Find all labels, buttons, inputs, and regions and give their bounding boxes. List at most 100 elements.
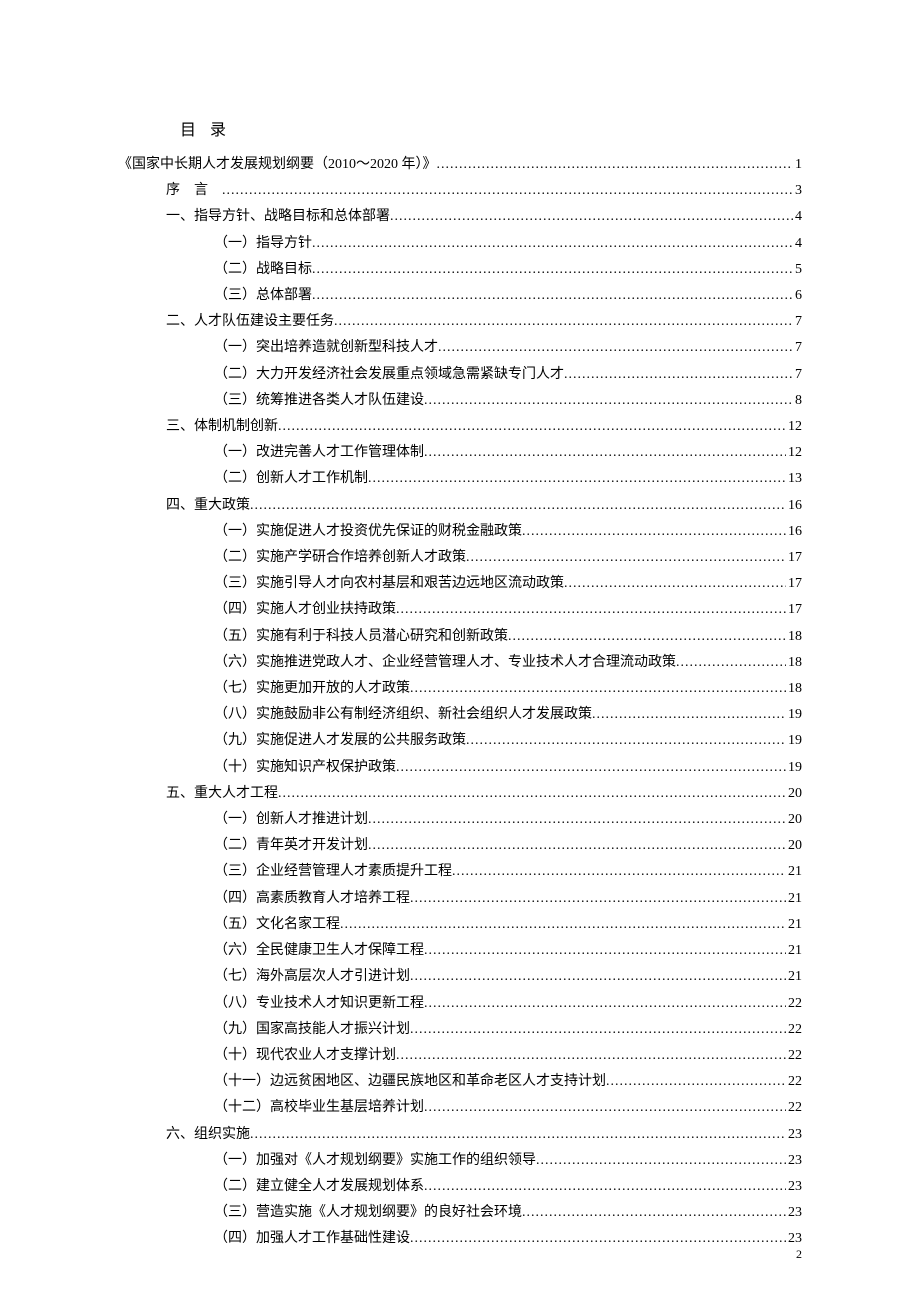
toc-entry: （二）创新人才工作机制13 [118,466,802,492]
toc-leader [222,178,793,204]
toc-leader [536,1148,786,1174]
toc-leader [368,466,786,492]
toc-entry-page: 4 [793,204,802,230]
toc-entry-text: 序言 [166,178,222,204]
toc-entry-page: 23 [786,1200,802,1226]
toc-leader [390,204,793,230]
toc-entry: （七）实施更加开放的人才政策18 [118,676,802,702]
toc-entry: （十）现代农业人才支撑计划 22 [118,1043,802,1069]
toc-leader [340,912,786,938]
toc-entry: （三）统筹推进各类人才队伍建设8 [118,388,802,414]
toc-entry-text: （二）青年英才开发计划 [214,833,368,859]
toc-leader [312,283,793,309]
toc-leader [592,702,786,728]
toc-entry-text: （三）营造实施《人才规划纲要》的良好社会环境 [214,1200,522,1226]
toc-entry: （七）海外高层次人才引进计划21 [118,964,802,990]
toc-entry: （十）实施知识产权保护政策19 [118,755,802,781]
toc-entry: （十二）高校毕业生基层培养计划22 [118,1095,802,1121]
toc-entry: 三、体制机制创新12 [118,414,802,440]
toc-entry-text: 《国家中长期人才发展规划纲要（2010～2020 年）》 [118,152,437,178]
toc-entry-text: （二）实施产学研合作培养创新人才政策 [214,545,466,571]
toc-entry-text: （十）现代农业人才支撑计划 [214,1043,396,1069]
toc-entry-page: 20 [786,833,802,859]
toc-entry-text: （二）建立健全人才发展规划体系 [214,1174,424,1200]
toc-entry-page: 3 [793,178,802,204]
toc-entry-page: 21 [786,886,802,912]
toc-leader [334,309,793,335]
toc-entry-page: 22 [786,1095,802,1121]
toc-entry-page: 12 [786,414,802,440]
toc-leader [410,964,786,990]
toc-entry: （九）国家高技能人才振兴计划22 [118,1017,802,1043]
toc-entry-text: （三）总体部署 [214,283,312,309]
toc-entry-page: 13 [786,466,802,492]
toc-entry-text: （一）加强对《人才规划纲要》实施工作的组织领导 [214,1148,536,1174]
toc-entry-text: （二）大力开发经济社会发展重点领域急需紧缺专门人才 [214,362,564,388]
toc-entry-text: （四）加强人才工作基础性建设 [214,1226,410,1252]
toc-leader [424,1174,786,1200]
toc-entry-text: 二、人才队伍建设主要任务 [166,309,334,335]
toc-entry-page: 1 [793,152,802,178]
toc-entry: （八）专业技术人才知识更新工程22 [118,991,802,1017]
toc-leader [250,493,786,519]
toc-entry: （一）改进完善人才工作管理体制12 [118,440,802,466]
toc-entry: （四）加强人才工作基础性建设23 [118,1226,802,1252]
toc-entry-text: （三）统筹推进各类人才队伍建设 [214,388,424,414]
toc-leader [278,781,786,807]
toc-leader [508,624,786,650]
toc-entry: （三）总体部署 6 [118,283,802,309]
toc-entry-text: 六、组织实施 [166,1122,250,1148]
toc-leader [452,859,786,885]
toc-leader [410,886,786,912]
toc-leader [368,807,786,833]
toc-entry-page: 21 [786,964,802,990]
toc-entry-page: 17 [786,571,802,597]
toc-entry-text: （一）实施促进人才投资优先保证的财税金融政策 [214,519,522,545]
toc-entry-text: （一）突出培养造就创新型科技人才 [214,335,438,361]
toc-entry-text: （一）指导方针 [214,231,312,257]
toc-entry-page: 21 [786,859,802,885]
toc-entry-text: （三）实施引导人才向农村基层和艰苦边远地区流动政策 [214,571,564,597]
toc-leader [522,519,786,545]
toc-entry: （二）战略目标5 [118,257,802,283]
toc-leader [410,1017,786,1043]
toc-entry: 二、人才队伍建设主要任务 7 [118,309,802,335]
toc-entry-page: 17 [786,545,802,571]
toc-entry-page: 18 [786,650,802,676]
toc-entry-page: 23 [786,1174,802,1200]
toc-entry-text: （五）文化名家工程 [214,912,340,938]
toc-entry: 一、指导方针、战略目标和总体部署4 [118,204,802,230]
toc-entry: （五）实施有利于科技人员潜心研究和创新政策 18 [118,624,802,650]
toc-entry-page: 21 [786,938,802,964]
toc-entry-text: （四）高素质教育人才培养工程 [214,886,410,912]
toc-leader [424,938,786,964]
page-number: 2 [796,1247,802,1262]
toc-leader [522,1200,786,1226]
toc-leader [564,362,793,388]
toc-entry-text: （十一）边远贫困地区、边疆民族地区和革命老区人才支持计划 [214,1069,606,1095]
toc-leader [424,440,786,466]
toc-leader [424,388,793,414]
toc-leader [312,257,793,283]
toc-entry-page: 22 [786,1043,802,1069]
toc-entry-page: 22 [786,1069,802,1095]
toc-entry-page: 20 [786,807,802,833]
toc-leader [466,728,786,754]
toc-entry-page: 7 [793,309,802,335]
toc-leader [424,991,786,1017]
toc-leader [368,833,786,859]
toc-leader [396,755,786,781]
toc-entry: （一）加强对《人才规划纲要》实施工作的组织领导23 [118,1148,802,1174]
toc-leader [396,1043,786,1069]
toc-entry-page: 6 [793,283,802,309]
toc-entry-text: （六）实施推进党政人才、企业经营管理人才、专业技术人才合理流动政策 [214,650,676,676]
toc-leader [410,1226,786,1252]
toc-entry-page: 19 [786,755,802,781]
toc-leader [250,1122,786,1148]
toc-entry-page: 22 [786,991,802,1017]
toc-entry-text: （五）实施有利于科技人员潜心研究和创新政策 [214,624,508,650]
toc-entry: （六）全民健康卫生人才保障工程21 [118,938,802,964]
toc-leader [424,1095,786,1121]
toc-entry-text: （二）战略目标 [214,257,312,283]
toc-entry-page: 18 [786,624,802,650]
